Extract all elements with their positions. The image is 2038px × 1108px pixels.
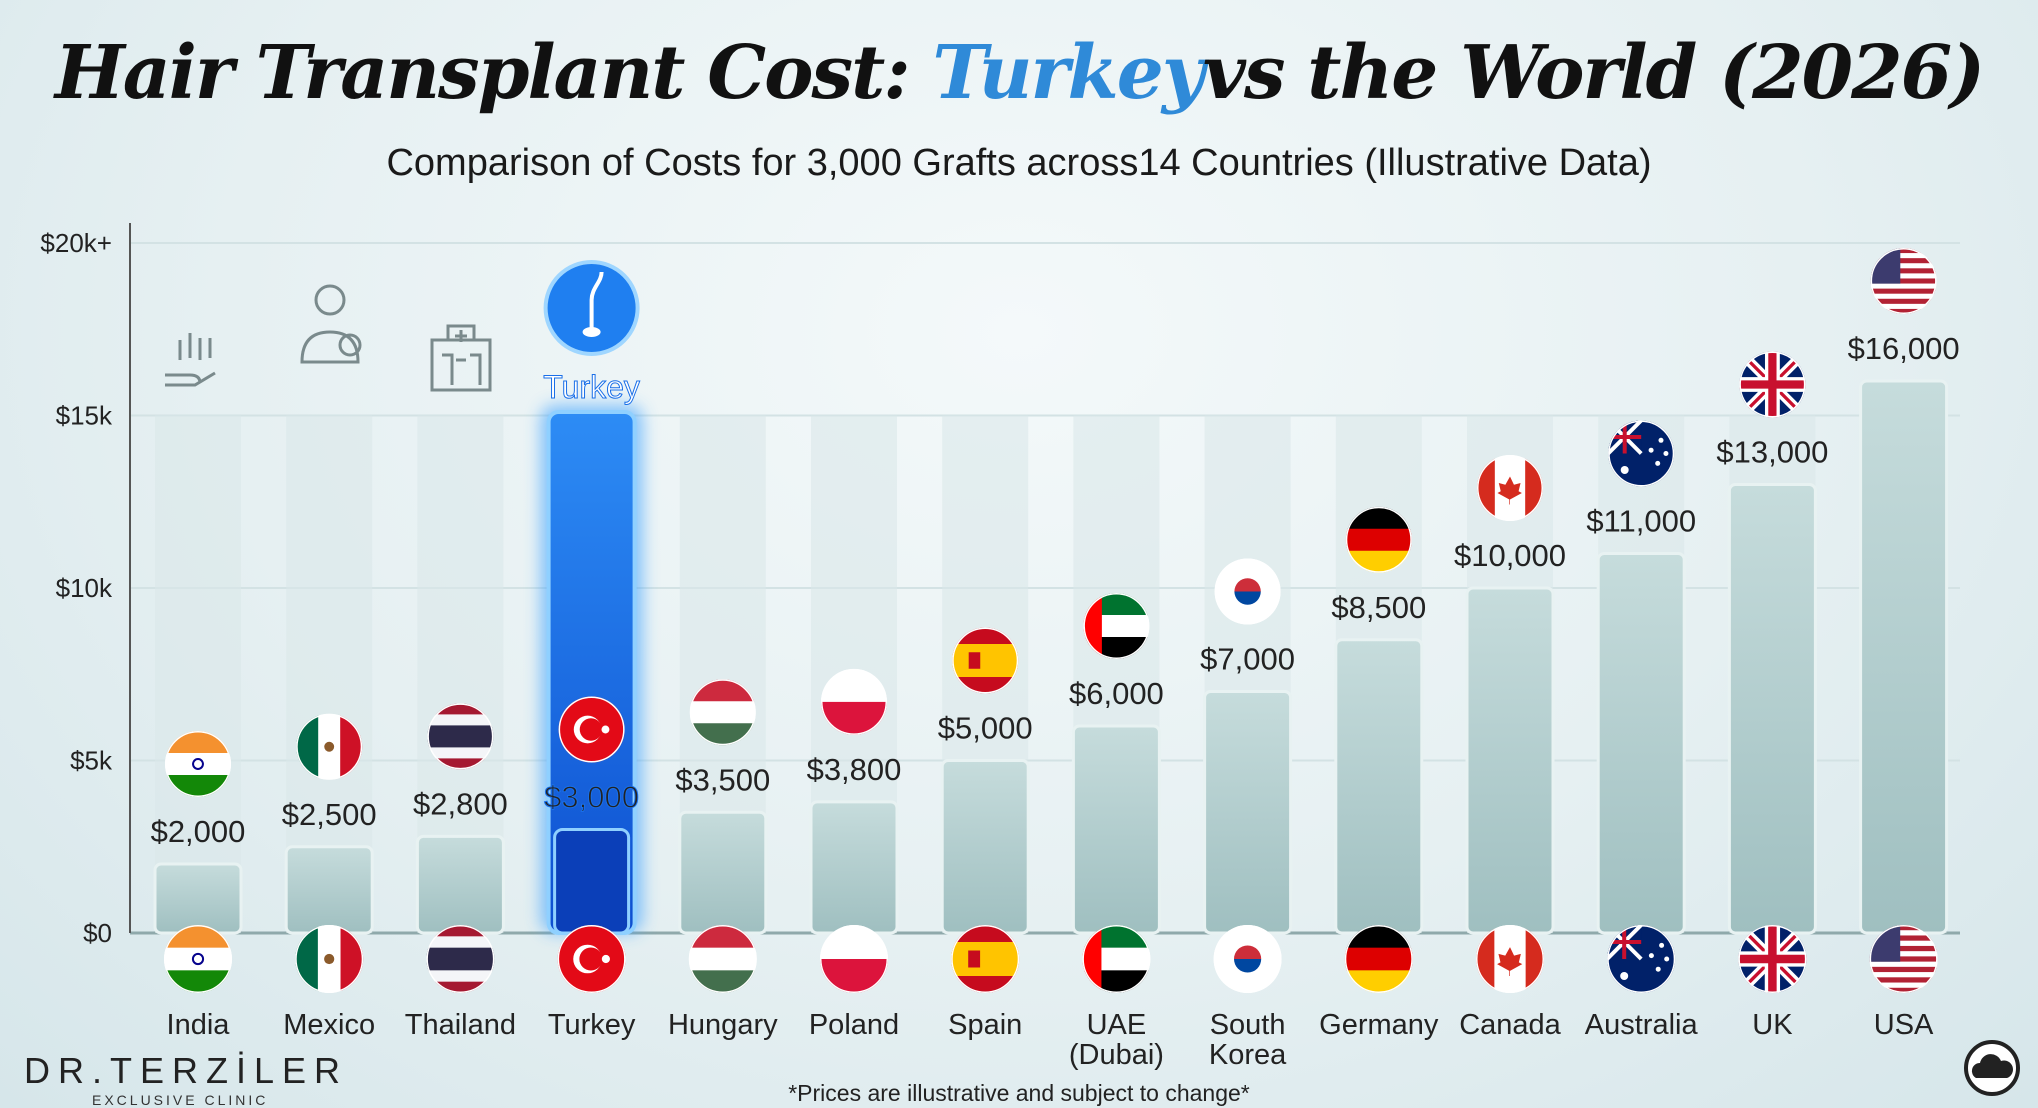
title-suffix: vs the World (2026) [1202,30,1985,116]
value-label: $3,800 [807,752,902,787]
value-label: $2,000 [151,814,246,849]
country-label: Turkey [548,1009,636,1041]
y-tick-label: $10k [56,573,113,603]
flag-icon-axis [1082,925,1151,993]
value-label: $7,000 [1200,642,1295,677]
bar [678,810,768,935]
bar [1071,724,1161,935]
y-tick-label: $5k [70,746,113,776]
country-label: Mexico [283,1009,375,1041]
flag-icon-axis [1476,925,1544,993]
clinic-tagline: EXCLUSIVE CLINIC [92,1092,269,1108]
flag-icon-top [1477,455,1543,521]
flag-icon-top [1083,593,1150,659]
country-label: Spain [948,1009,1022,1041]
flag-icon-top [1345,506,1412,573]
y-tick-label: $15k [56,401,113,431]
value-label: $10,000 [1454,538,1566,573]
hospital-icon [430,324,492,392]
flag-icon-top [296,713,363,780]
hair-hand-icon [165,333,216,387]
hair-follicle-icon [543,260,640,356]
title-prefix: Hair Transplant Cost: [54,30,933,116]
title-highlight: Turkey [932,30,1204,116]
bar [1727,483,1817,935]
cloud-icon [1964,1040,2020,1096]
bar [1203,690,1293,935]
bar [940,759,1030,935]
country-label: UAE (Dubai) [1069,1009,1164,1071]
flag-icon-axis [1344,925,1413,993]
bar [1465,586,1555,935]
flag-icon-axis [951,925,1020,993]
flag-icon-axis [426,925,495,993]
bar [1596,552,1686,935]
background-column [155,415,241,933]
country-label: Australia [1585,1009,1699,1041]
value-label: $3,500 [675,762,770,797]
chart-title: Hair Transplant Cost: Turkeyvs the World… [0,30,2038,116]
highlight-label: Turkey [543,369,640,405]
country-label: Thailand [405,1009,516,1041]
flag-icon-top [952,627,1019,694]
country-label: USA [1874,1009,1934,1041]
bar [284,845,374,935]
clinic-logo: DR.TERZİLER [24,1050,349,1091]
bar [1859,379,1949,935]
flag-icon-axis [1869,925,1938,993]
value-label: $3,000 [544,780,639,815]
flag-icon-top [1214,558,1281,625]
country-label: UK [1752,1009,1793,1041]
value-label: $13,000 [1716,435,1828,470]
flag-icon-axis [688,925,757,993]
flag-icon-top [689,679,756,746]
bar [415,834,505,935]
country-label: South Korea [1209,1009,1287,1071]
value-label: $6,000 [1069,676,1164,711]
flag-icon-axis [164,925,232,993]
flag-icon-top [165,731,231,797]
value-label: $8,500 [1331,590,1426,625]
flag-icon-top [1608,420,1675,487]
country-label: Poland [809,1009,899,1041]
value-label: $16,000 [1848,331,1960,366]
chart-subtitle: Comparison of Costs for 3,000 Grafts acr… [386,142,1652,184]
country-label: Canada [1459,1009,1561,1041]
flag-icon-axis [1607,925,1676,993]
doctor-icon [300,284,362,364]
flag-icon-axis [557,925,626,993]
flag-icon-axis [1213,925,1282,993]
y-tick-label: $0 [83,918,112,948]
country-label: Hungary [668,1009,778,1041]
footnote: *Prices are illustrative and subject to … [788,1080,1250,1106]
value-label: $2,800 [413,786,508,821]
flag-icon-axis [1738,925,1807,993]
flag-icon-top [558,696,625,763]
flag-icon-axis [295,925,364,993]
value-label: $5,000 [938,711,1033,746]
flag-icon-top [1870,248,1937,314]
country-label: India [167,1009,231,1041]
country-label: Germany [1319,1009,1439,1041]
value-label: $2,500 [282,797,377,832]
bar [553,828,631,935]
flag-icon-top [1739,351,1806,418]
bar [1334,638,1424,935]
y-tick-label: $20k+ [40,228,112,258]
value-label: $11,000 [1586,504,1696,539]
bar [809,800,899,935]
flag-icon-axis [820,925,888,993]
bar [153,862,243,935]
